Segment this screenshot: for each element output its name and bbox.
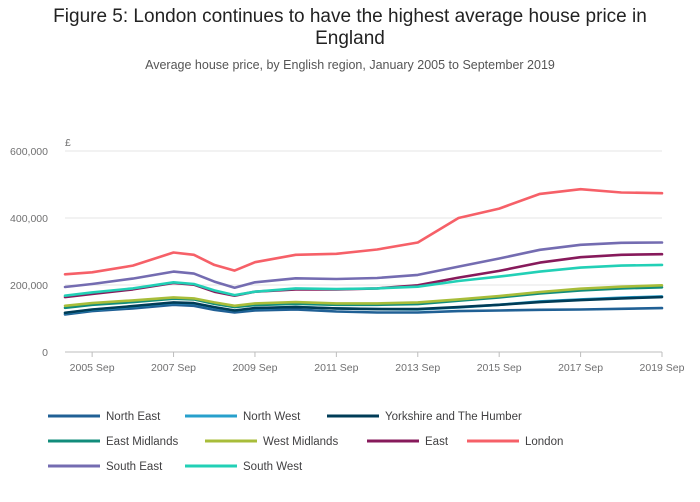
chart-title-line-2: England [315, 28, 385, 49]
series-line-west-midlands [63, 284, 664, 308]
y-tick-label: 200,000 [10, 280, 48, 292]
legend-label-north-east: North East [106, 411, 161, 423]
axes: 0 200,000 400,000 600,000 £2005 Sep 2007 Sep 2… [10, 137, 685, 374]
legend-label-yorkshire-and-the-humber: Yorkshire and The Humber [385, 411, 522, 423]
legend-label-east-midlands: East Midlands [106, 436, 178, 448]
x-tick-label: 2011 Sep [314, 362, 358, 374]
series-line-north-east [63, 303, 664, 316]
series-lines [63, 187, 664, 316]
legend-label-west-midlands: West Midlands [263, 436, 338, 448]
y-tick-label: 400,000 [10, 213, 48, 225]
x-tick-label: 2013 Sep [395, 362, 440, 374]
series-line-south-east [63, 241, 664, 289]
x-tick-label: 2015 Sep [477, 362, 522, 374]
x-tick-label: 2019 Sep [640, 362, 685, 374]
y-tick-label: 0 [42, 347, 48, 359]
series-line-south-west [63, 263, 664, 297]
x-tick-label: 2009 Sep [232, 362, 277, 374]
x-tick-label: 2017 Sep [558, 362, 603, 374]
legend-label-north-west: North West [243, 411, 301, 423]
x-tick-label: 2007 Sep [151, 362, 196, 374]
legend-label-east: East [425, 436, 449, 448]
y-axis-label: £ [65, 137, 71, 149]
x-tick-label: 2005 Sep [70, 362, 115, 374]
series-line-yorkshire-and-the-humber [63, 295, 664, 315]
series-line-east-midlands [63, 286, 664, 310]
legend: North East North West Yorkshire and The Hu… [48, 411, 563, 473]
legend-label-south-west: South West [243, 461, 303, 473]
legend-label-south-east: South East [106, 461, 163, 473]
legend-label-london: London [525, 436, 563, 448]
chart-title: Figure 5: London continues to have the h… [0, 6, 700, 50]
series-line-london [63, 187, 664, 276]
y-tick-label: 600,000 [10, 146, 48, 158]
chart-subtitle: Average house price, by English region, … [145, 58, 555, 72]
chart-title-line-1: Figure 5: London continues to have the h… [53, 6, 647, 27]
